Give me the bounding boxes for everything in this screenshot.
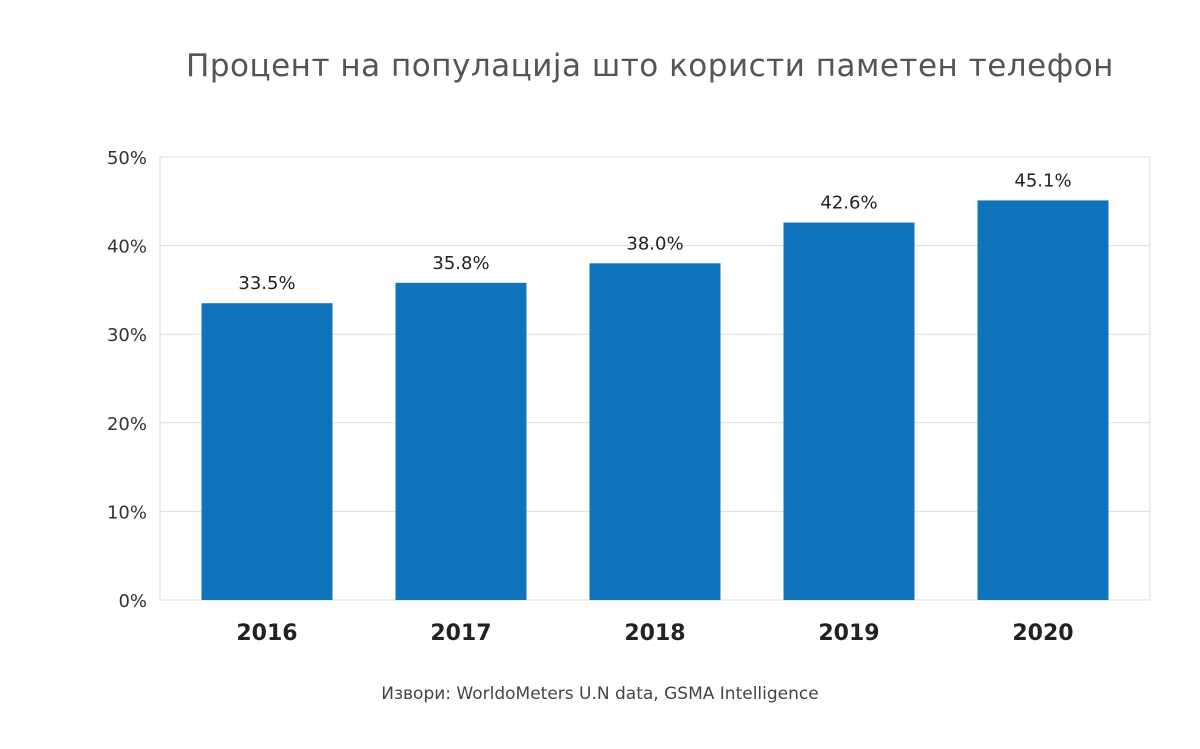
y-tick-label: 20% — [107, 414, 147, 435]
data-label: 38.0% — [626, 233, 683, 254]
x-tick-label: 2020 — [1012, 621, 1073, 646]
data-label: 45.1% — [1014, 170, 1071, 191]
bar — [783, 222, 915, 600]
bar — [201, 303, 333, 600]
bar — [589, 263, 721, 600]
x-tick-label: 2016 — [236, 621, 297, 646]
data-label: 35.8% — [432, 253, 489, 274]
y-tick-label: 0% — [118, 591, 147, 612]
chart-source: Извори: WorldoMeters U.N data, GSMA Inte… — [381, 684, 819, 704]
y-tick-label: 30% — [107, 325, 147, 346]
y-tick-label: 10% — [107, 502, 147, 523]
data-label: 33.5% — [238, 273, 295, 294]
bar — [977, 200, 1109, 600]
chart-title: Процент на популација што користи памете… — [186, 48, 1114, 84]
y-tick-label: 50% — [107, 148, 147, 169]
bar — [395, 282, 527, 600]
x-tick-label: 2019 — [818, 621, 879, 646]
y-tick-label: 40% — [107, 237, 147, 258]
x-tick-label: 2017 — [430, 621, 491, 646]
x-tick-label: 2018 — [624, 621, 685, 646]
data-label: 42.6% — [820, 193, 877, 214]
